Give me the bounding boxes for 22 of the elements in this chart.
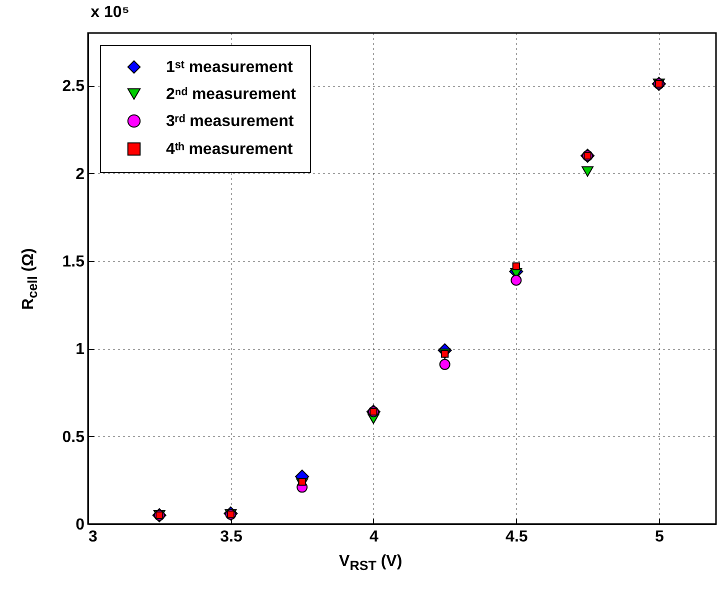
- point: [439, 358, 450, 370]
- point: [582, 166, 594, 177]
- legend-label: 1ˢᵗ measurement: [166, 59, 294, 76]
- point: [510, 274, 522, 286]
- y-tick-label: 2: [76, 166, 85, 183]
- legend-label: 2ⁿᵈ measurement: [166, 86, 297, 103]
- x-tick-label: 3.5: [220, 528, 242, 546]
- x-tick-label: 4: [370, 528, 378, 546]
- legend-label: 3ʳᵈ measurement: [166, 113, 294, 130]
- y-tick-label: 0.5: [62, 428, 85, 446]
- y-tick-label: 1: [76, 341, 85, 358]
- text: x 10⁵: [90, 4, 130, 22]
- legend-label: 4ᵗʰ measurement: [166, 141, 294, 158]
- y-tick-label: 1.5: [62, 253, 85, 270]
- y-tick-label: 0: [76, 516, 85, 534]
- x-axis-title: V$_{RST}$ (V): [339, 553, 402, 574]
- x-tick-label: 5: [654, 528, 664, 546]
- x-tick-label: 4.5: [506, 528, 528, 546]
- x-tick-label: 3: [88, 528, 98, 546]
- point: [512, 262, 520, 270]
- point: [298, 478, 306, 486]
- y-tick-label: 2.5: [62, 78, 85, 96]
